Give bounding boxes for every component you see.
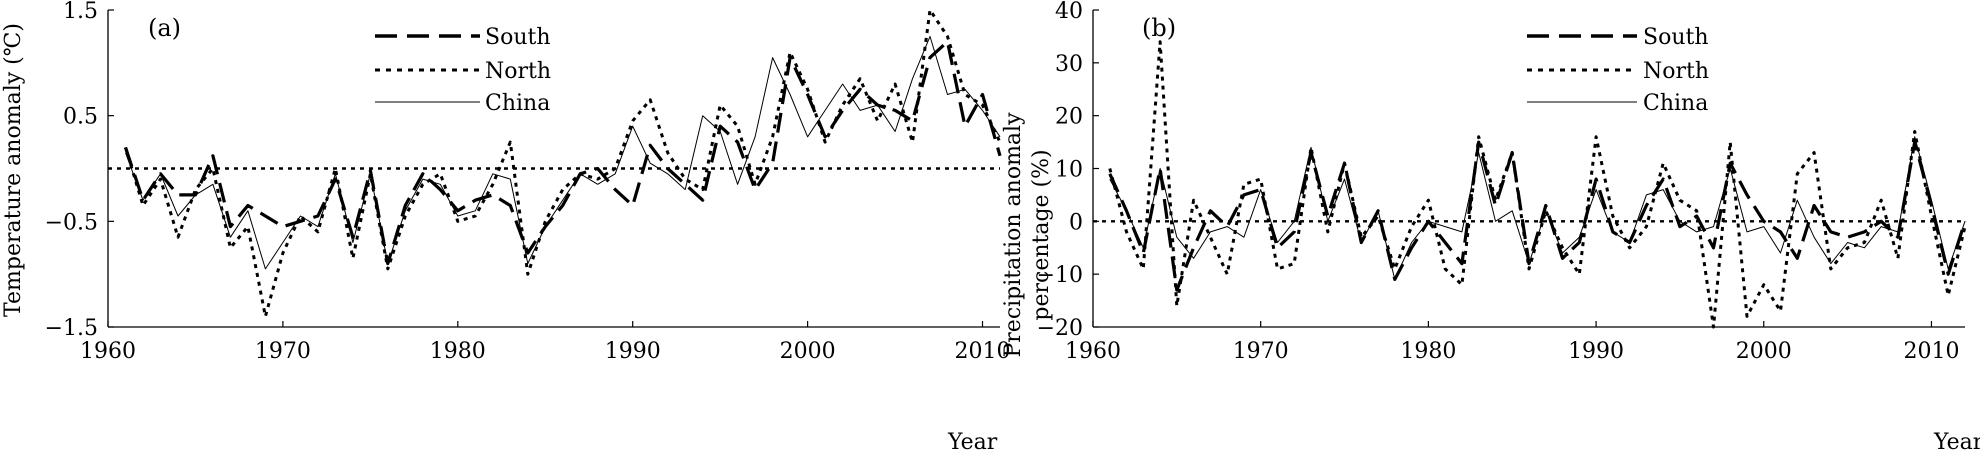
panel-a-series-china-line: [125, 35, 1001, 270]
panel-a-series-south-line: [123, 40, 1002, 266]
precipitation-panel: (b) Precipitation anomaly percentage (%)…: [1001, 0, 1980, 455]
panel-b-y-tick-label: 10: [1055, 158, 1083, 183]
legend-b-north-label: North: [1643, 59, 1709, 84]
panel-b-series-north-line: [1108, 40, 1967, 329]
panel-b-x-axis-label: Year: [1933, 430, 1980, 455]
panel-a-x-tick-label: 1990: [605, 339, 661, 364]
legend-a-north-label: North: [485, 59, 551, 84]
panel-b-x-tick-label: 1960: [1065, 339, 1121, 364]
panel-b-x-tick-label: 1990: [1568, 339, 1624, 364]
legend-a-china-label: China: [485, 91, 550, 116]
legend-a-south-label: South: [485, 25, 551, 50]
panel-b-series-china-line: [1109, 136, 1966, 280]
panel-b-legend: South North China: [1527, 25, 1709, 116]
panel-a-legend: South North China: [375, 25, 551, 116]
panel-a-x-axis-label: Year: [947, 430, 998, 455]
panel-a-y-axis-label: Temperature anomaly (℃): [1, 23, 26, 317]
panel-a-x-tick-label: 2010: [955, 339, 1011, 364]
legend-b-china-label: China: [1643, 91, 1708, 116]
panel-b-y-tick-label: −10: [1037, 263, 1083, 288]
panel-b-y-tick-label: 40: [1055, 0, 1083, 24]
panel-a-y-tick-label: −0.5: [45, 210, 98, 235]
panel-b-label: (b): [1142, 14, 1176, 42]
panel-b-y-axis-label-line2: percentage (%): [1029, 149, 1054, 320]
panel-b-x-tick-label: 2000: [1736, 339, 1792, 364]
panel-a-y-tick-label: −1.5: [45, 316, 98, 341]
temperature-panel: (a) Temperature anomaly (℃) Year South N…: [1, 0, 1011, 455]
panel-a-y-tick-label: 1.5: [63, 0, 98, 24]
panel-b-y-tick-label: 20: [1055, 105, 1083, 130]
panel-a-x-tick-label: 1970: [255, 339, 311, 364]
panel-b-y-axis-label-line1: Precipitation anomaly: [1001, 112, 1026, 358]
panel-b-x-tick-label: 1980: [1400, 339, 1456, 364]
panel-b-y-tick-label: −20: [1037, 316, 1083, 341]
panel-a-x-tick-label: 2000: [780, 339, 836, 364]
panel-b-x-tick-label: 1970: [1233, 339, 1289, 364]
legend-b-south-label: South: [1643, 25, 1709, 50]
panel-a-y-tick-label: 0.5: [63, 105, 98, 130]
panel-b-y-tick-label: 30: [1055, 52, 1083, 77]
panel-b-y-tick-label: 0: [1069, 210, 1083, 235]
panel-a-label: (a): [148, 14, 181, 42]
panel-a-x-tick-label: 1980: [430, 339, 486, 364]
panel-a-series-north-line: [124, 8, 1002, 318]
panel-b-x-tick-label: 2010: [1903, 339, 1959, 364]
panel-a-x-tick-label: 1960: [80, 339, 136, 364]
